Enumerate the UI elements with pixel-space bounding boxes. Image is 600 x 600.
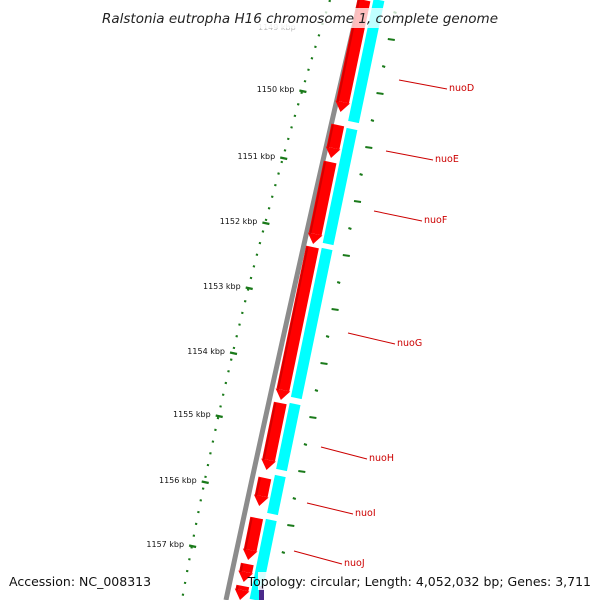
- cds-segment: [249, 518, 277, 600]
- inner-tick: [342, 254, 350, 257]
- gene-leader-line: [385, 150, 434, 161]
- ruler-label: 1151 kbp: [237, 152, 275, 161]
- gene-arrow-head: [325, 146, 341, 158]
- misc-feature-mark: [259, 586, 264, 600]
- ruler-label: 1156 kbp: [159, 476, 197, 485]
- inner-tick: [298, 470, 306, 473]
- gene-arrow-body: [308, 160, 337, 236]
- inner-tick: [287, 524, 295, 527]
- gene-arrow-head: [261, 458, 276, 470]
- gene-leader-line: [320, 446, 368, 460]
- gene-arrow-head: [238, 570, 253, 582]
- ruler-label: 1155 kbp: [173, 410, 211, 419]
- map-title: Ralstonia eutropha H16 chromosome 1, com…: [102, 11, 498, 27]
- cds-segment: [276, 402, 301, 472]
- gene-arrow-body: [326, 123, 345, 150]
- gene-leader-line: [293, 550, 343, 565]
- gene-arrow-shade: [309, 161, 327, 235]
- gene-leader-line: [306, 502, 354, 515]
- gene-arrow-body: [243, 516, 264, 552]
- gene-arrow-shade: [262, 402, 277, 461]
- gene-arrow-head: [307, 232, 323, 244]
- gene-label-layer: 1150 kbp 1151 kbp 1152 kbp 1153 kbp 1154 kbp…: [146, 79, 474, 569]
- inner-tick: [387, 38, 395, 41]
- inner-tick: [370, 119, 375, 122]
- inner-tick: [336, 281, 341, 284]
- gene-arrow-head: [253, 494, 269, 506]
- ruler-label: 1154 kbp: [187, 347, 225, 356]
- footer-accession-backdrop: [6, 572, 146, 590]
- gene-arrow-body: [235, 584, 250, 592]
- gene-label: nuoG: [397, 338, 422, 349]
- gene-label: nuoI: [355, 508, 376, 519]
- gene-arrow-shade: [276, 246, 309, 391]
- inner-tick: [281, 551, 286, 554]
- accession-text: Accession: NC_008313: [9, 574, 151, 589]
- inner-tick: [359, 173, 363, 176]
- gene-arrow-head: [234, 588, 250, 600]
- inner-tick: [381, 65, 386, 68]
- gene-arrow-head: [335, 100, 350, 112]
- gene-arrow-shade: [236, 585, 239, 591]
- gene-arrow-head: [275, 388, 291, 400]
- gene-label: nuoJ: [344, 558, 365, 569]
- gene-arrow-shade: [255, 477, 261, 497]
- ruler-label: 1157 kbp: [146, 540, 184, 549]
- gene-label: nuoF: [424, 215, 447, 226]
- gene-arrow-body: [276, 245, 319, 392]
- gene-leader-line: [398, 79, 448, 90]
- ruler-major-tick: [299, 89, 307, 94]
- ruler-label: 1153 kbp: [203, 282, 241, 291]
- cds-segment: [322, 127, 358, 246]
- gene-arrow-shade: [239, 563, 244, 573]
- gene-arrow-body: [262, 401, 287, 462]
- gene-label: nuoE: [435, 154, 459, 165]
- gene-label: nuoH: [369, 453, 394, 464]
- ruler-major-tick: [262, 221, 270, 226]
- genome-summary-text: Topology: circular; Length: 4,052,032 bp…: [247, 574, 591, 589]
- inner-tick: [314, 389, 319, 392]
- inner-tick: [309, 416, 317, 419]
- inner-tick: [331, 308, 339, 311]
- inner-tick: [348, 227, 352, 230]
- ruler-major-tick: [201, 480, 209, 485]
- gene-arrow-head: [242, 548, 258, 560]
- ruler-label: 1152 kbp: [220, 217, 258, 226]
- footer-summary-backdrop: [258, 572, 596, 590]
- ruler-tick-layer: [188, 89, 307, 549]
- cds-segment: [267, 474, 286, 516]
- inner-tick: [376, 92, 384, 95]
- gene-leader-line: [347, 332, 396, 345]
- inner-tick: [320, 362, 328, 365]
- gene-arrow-shade: [327, 124, 334, 149]
- ruler-major-tick: [245, 286, 253, 291]
- inner-tick: [303, 443, 308, 446]
- gene-leader-line: [373, 210, 423, 222]
- inner-tick: [292, 497, 297, 500]
- gene-label: nuoD: [449, 83, 474, 94]
- gene-arrow-shade: [244, 517, 253, 551]
- ruler-major-tick: [279, 156, 288, 161]
- inner-tick: [325, 335, 330, 338]
- inner-tick: [353, 200, 362, 203]
- ruler-major-tick: [188, 544, 197, 549]
- ruler-label: 1150 kbp: [257, 85, 295, 94]
- ruler-major-tick: [215, 414, 223, 419]
- ruler-major-tick: [229, 351, 238, 356]
- title-backdrop: [95, 8, 505, 28]
- gene-arrow-body: [254, 476, 272, 498]
- gene-arrow-body: [239, 562, 254, 574]
- cds-segment: [290, 247, 333, 400]
- inner-tick: [365, 146, 373, 149]
